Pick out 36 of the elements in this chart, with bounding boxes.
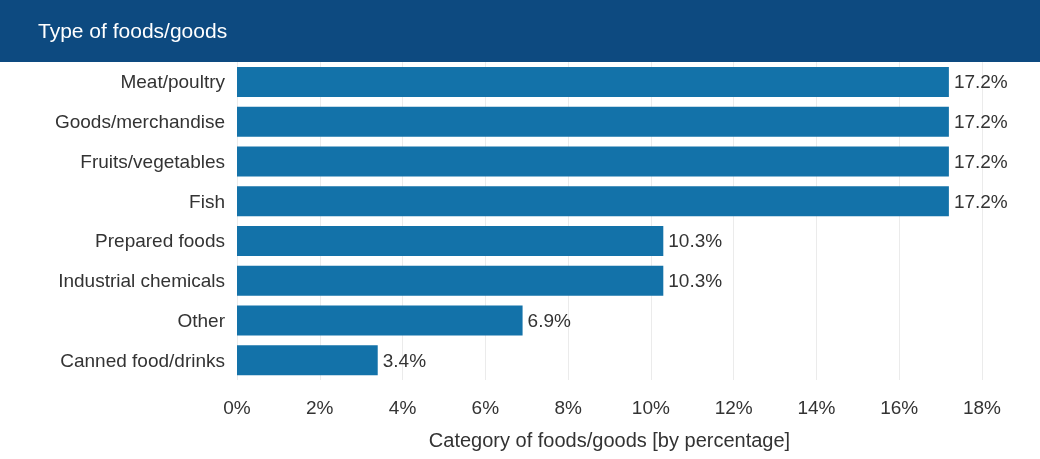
x-axis-title: Category of foods/goods [by percentage] bbox=[428, 429, 791, 451]
x-tick-label: 10% bbox=[631, 397, 671, 418]
data-label: 17.2% bbox=[953, 150, 1008, 172]
chart-title: Type of foods/goods bbox=[0, 0, 1040, 62]
x-tick-label: 18% bbox=[962, 397, 1002, 418]
x-tick-label: 4% bbox=[388, 397, 417, 418]
bar bbox=[237, 265, 664, 296]
x-tick-label: 8% bbox=[554, 397, 582, 418]
bar bbox=[237, 225, 664, 256]
bar bbox=[237, 146, 949, 177]
x-tick-label: 2% bbox=[306, 397, 334, 418]
bar bbox=[237, 66, 949, 97]
x-tick-label: 14% bbox=[797, 397, 836, 418]
x-tick-label: 6% bbox=[471, 397, 500, 418]
y-tick-label: Fruits/vegetables bbox=[80, 150, 225, 172]
bar bbox=[237, 186, 949, 217]
x-tick-label: 16% bbox=[880, 397, 919, 418]
y-tick-label: Other bbox=[177, 309, 226, 331]
data-label: 10.3% bbox=[668, 270, 723, 292]
data-label: 17.2% bbox=[953, 190, 1008, 212]
y-tick-label: Goods/merchandise bbox=[54, 111, 225, 133]
y-tick-label: Prepared foods bbox=[95, 230, 225, 252]
data-label: 3.4% bbox=[382, 349, 427, 371]
data-label: 10.3% bbox=[668, 230, 723, 252]
y-tick-label: Meat/poultry bbox=[120, 71, 226, 93]
bar bbox=[237, 345, 378, 376]
data-label: 6.9% bbox=[527, 309, 571, 331]
x-tick-label: 12% bbox=[714, 397, 753, 418]
y-tick-label: Fish bbox=[189, 190, 225, 212]
bar bbox=[237, 305, 523, 336]
y-tick-label: Industrial chemicals bbox=[58, 270, 225, 292]
x-tick-label: 0% bbox=[223, 397, 251, 418]
data-label: 17.2% bbox=[953, 71, 1008, 93]
data-label: 17.2% bbox=[953, 111, 1008, 133]
bar bbox=[237, 106, 949, 137]
y-tick-label: Canned food/drinks bbox=[60, 349, 225, 371]
